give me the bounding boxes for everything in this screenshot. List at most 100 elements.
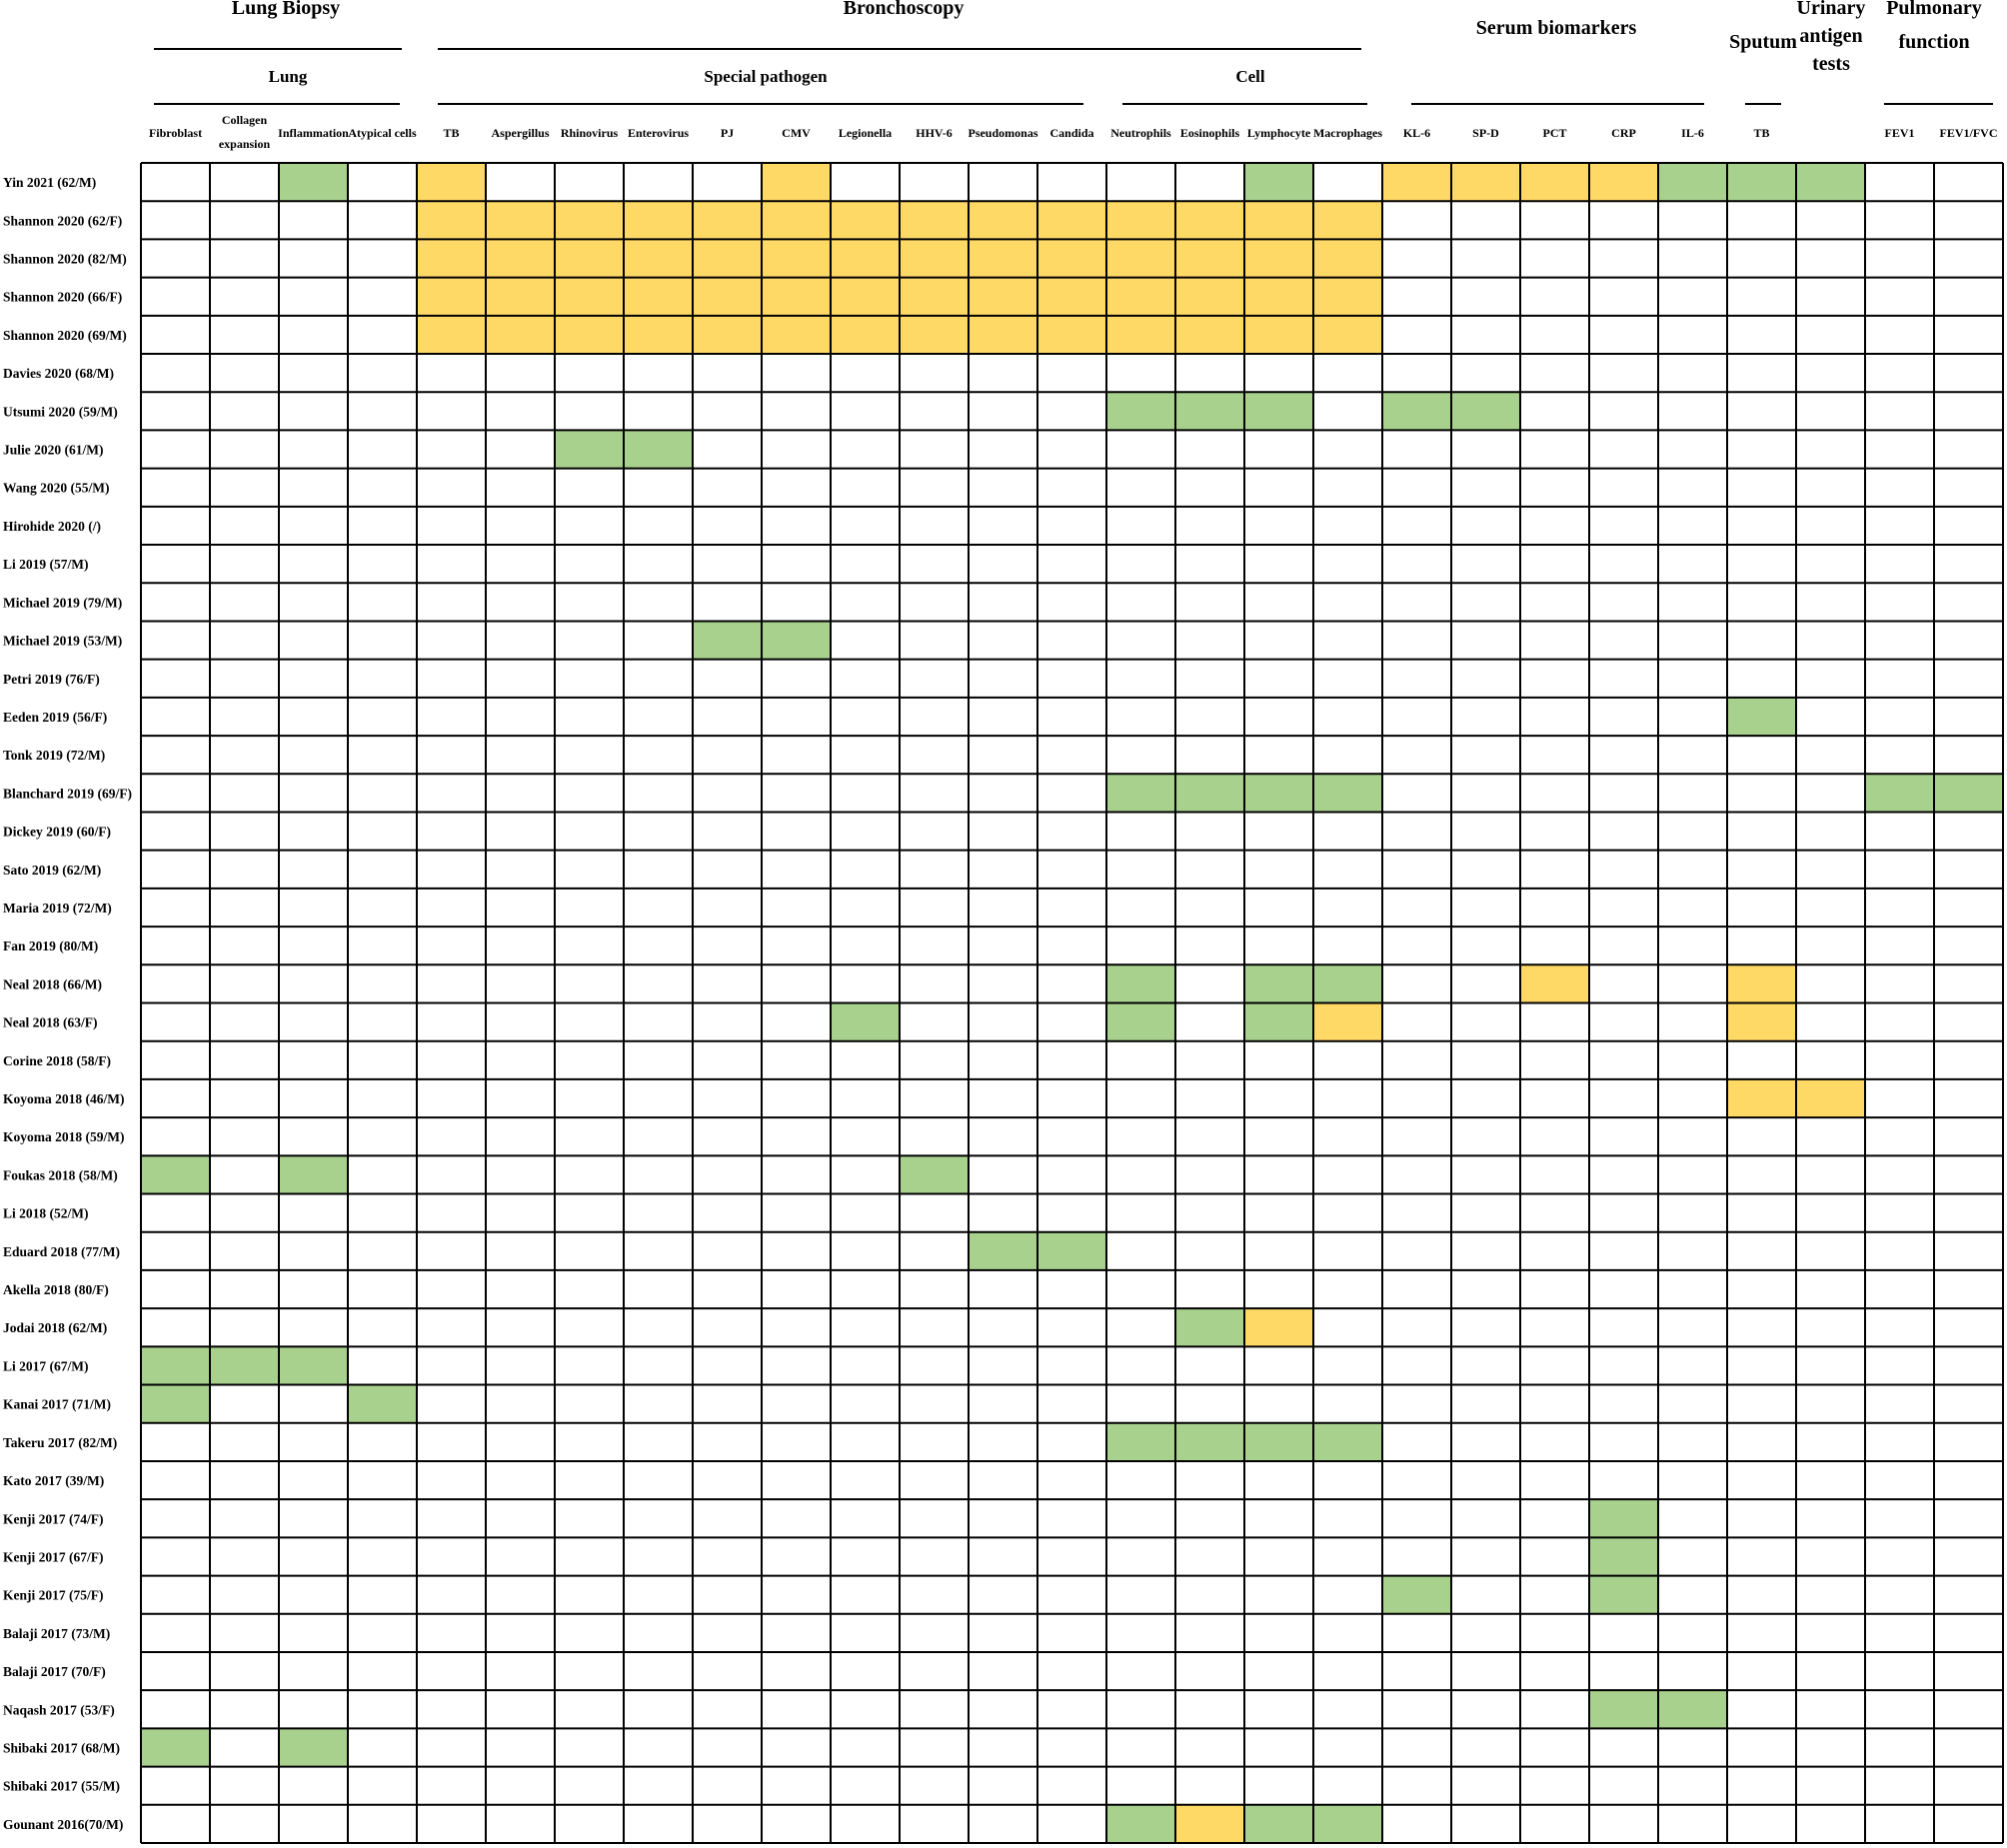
row-label: Kato 2017 (39/M) [3,1473,104,1488]
heatmap-cell [1244,1422,1313,1461]
heatmap-cell [762,163,831,202]
heatmap-cell [1175,1804,1244,1843]
heatmap-cell [1037,315,1106,355]
column-label: FEV1/FVC [1940,126,1998,140]
group-label: Sputum [1729,31,1797,53]
column-label: Inflammation [278,126,349,140]
row-label: Kenji 2017 (75/F) [3,1588,104,1603]
heatmap-cell [279,163,348,202]
heatmap-cell [1175,315,1244,355]
row-label: Wang 2020 (55/M) [3,481,110,496]
subgroup-label: Special pathogen [704,67,828,86]
row-label: Jodai 2018 (62/M) [3,1320,107,1335]
heatmap-cell [555,201,624,240]
heatmap-cell [348,1384,417,1423]
row-label: Dickey 2019 (60/F) [3,825,111,840]
row-label: Hirohide 2020 (/) [3,519,101,534]
heatmap-cell [1106,1002,1175,1041]
heatmap-cell [900,315,969,355]
heatmap-cell [141,1346,210,1385]
heatmap-cell [1037,1231,1106,1270]
heatmap-cell [1106,239,1175,278]
heatmap-cell [1106,964,1175,1003]
row-label: Shannon 2020 (66/F) [3,290,122,305]
column-label: CMV [782,126,811,140]
heatmap-cell [1865,774,1934,813]
heatmap-cell [486,315,555,355]
column-label: Fibroblast [149,126,202,140]
column-label: TB [1753,126,1769,140]
heatmap-cell [1244,277,1313,316]
heatmap-cell [1106,201,1175,240]
heatmap-cell [417,315,486,355]
row-label: Blanchard 2019 (69/F) [3,786,132,801]
group-label: Urinary antigen tests [1797,0,1866,75]
row-label: Akella 2018 (80/F) [3,1282,109,1297]
row-label: Koyoma 2018 (59/M) [3,1129,124,1144]
heatmap-cell [1106,1422,1175,1461]
heatmap-cell [486,201,555,240]
heatmap-cell [1313,277,1382,316]
row-label: Li 2019 (57/M) [3,557,89,572]
heatmap-cell [762,277,831,316]
subgroup-label: Cell [1235,67,1265,86]
column-label: TB [443,126,459,140]
heatmap-cell [1796,1078,1865,1118]
row-label: Kanai 2017 (71/M) [3,1397,111,1412]
row-label: Balaji 2017 (73/M) [3,1626,110,1641]
heatmap-cell [1175,1422,1244,1461]
heatmap-cell [900,277,969,316]
heatmap-cell [1244,1804,1313,1843]
column-label: Rhinovirus [561,126,619,140]
row-label: Shibaki 2017 (68/M) [3,1740,120,1755]
subgroup-label: Lung [269,67,308,86]
row-label: Fan 2019 (80/M) [3,938,98,953]
row-label: Neal 2018 (63/F) [3,1015,97,1030]
heatmap-cell [1727,1078,1796,1118]
column-label: Macrophages [1313,126,1382,140]
group-label: Pulmonary function [1886,0,1982,53]
column-label: Aspergillus [491,126,549,140]
heatmap-cell [279,1155,348,1194]
row-label: Li 2018 (52/M) [3,1206,89,1221]
heatmap-cell [1589,1537,1658,1576]
row-label: Shannon 2020 (69/M) [3,328,127,343]
heatmap-cell [141,1155,210,1194]
heatmap-cell [900,239,969,278]
heatmap-cell [1589,1499,1658,1538]
row-label: Utsumi 2020 (59/M) [3,404,118,419]
heatmap-cell [417,277,486,316]
heatmap-cell [1313,1002,1382,1041]
row-label: Shibaki 2017 (55/M) [3,1779,120,1794]
heatmap-cell [279,1728,348,1767]
heatmap-cell [624,430,693,469]
heatmap-cell [1175,201,1244,240]
heatmap-cell [969,239,1037,278]
row-label: Tonk 2019 (72/M) [3,748,105,763]
heatmap-cell [1313,201,1382,240]
column-label: PJ [721,126,734,140]
heatmap-cell [1727,964,1796,1003]
heatmap-cell [1244,392,1313,431]
heatmap-cell [417,201,486,240]
heatmap-cell [624,277,693,316]
heatmap-cell [141,1728,210,1767]
heatmap-cell [1175,277,1244,316]
heatmap-cell [1106,1804,1175,1843]
column-label: Lymphocyte [1247,126,1311,140]
heatmap-cell [900,201,969,240]
row-label: Shannon 2020 (82/M) [3,252,127,267]
heatmap-cell [693,315,762,355]
heatmap-cell [969,1231,1037,1270]
heatmap-cell [1244,239,1313,278]
heatmap-cell [762,621,831,660]
row-label: Shannon 2020 (62/F) [3,213,122,228]
row-label: Yin 2021 (62/M) [3,175,96,190]
heatmap-cell [624,239,693,278]
heatmap-cell [831,315,900,355]
row-label: Takeru 2017 (82/M) [3,1435,117,1450]
group-label: Bronchoscopy [844,0,965,19]
heatmap-cell [1244,163,1313,202]
heatmap-cell [417,239,486,278]
